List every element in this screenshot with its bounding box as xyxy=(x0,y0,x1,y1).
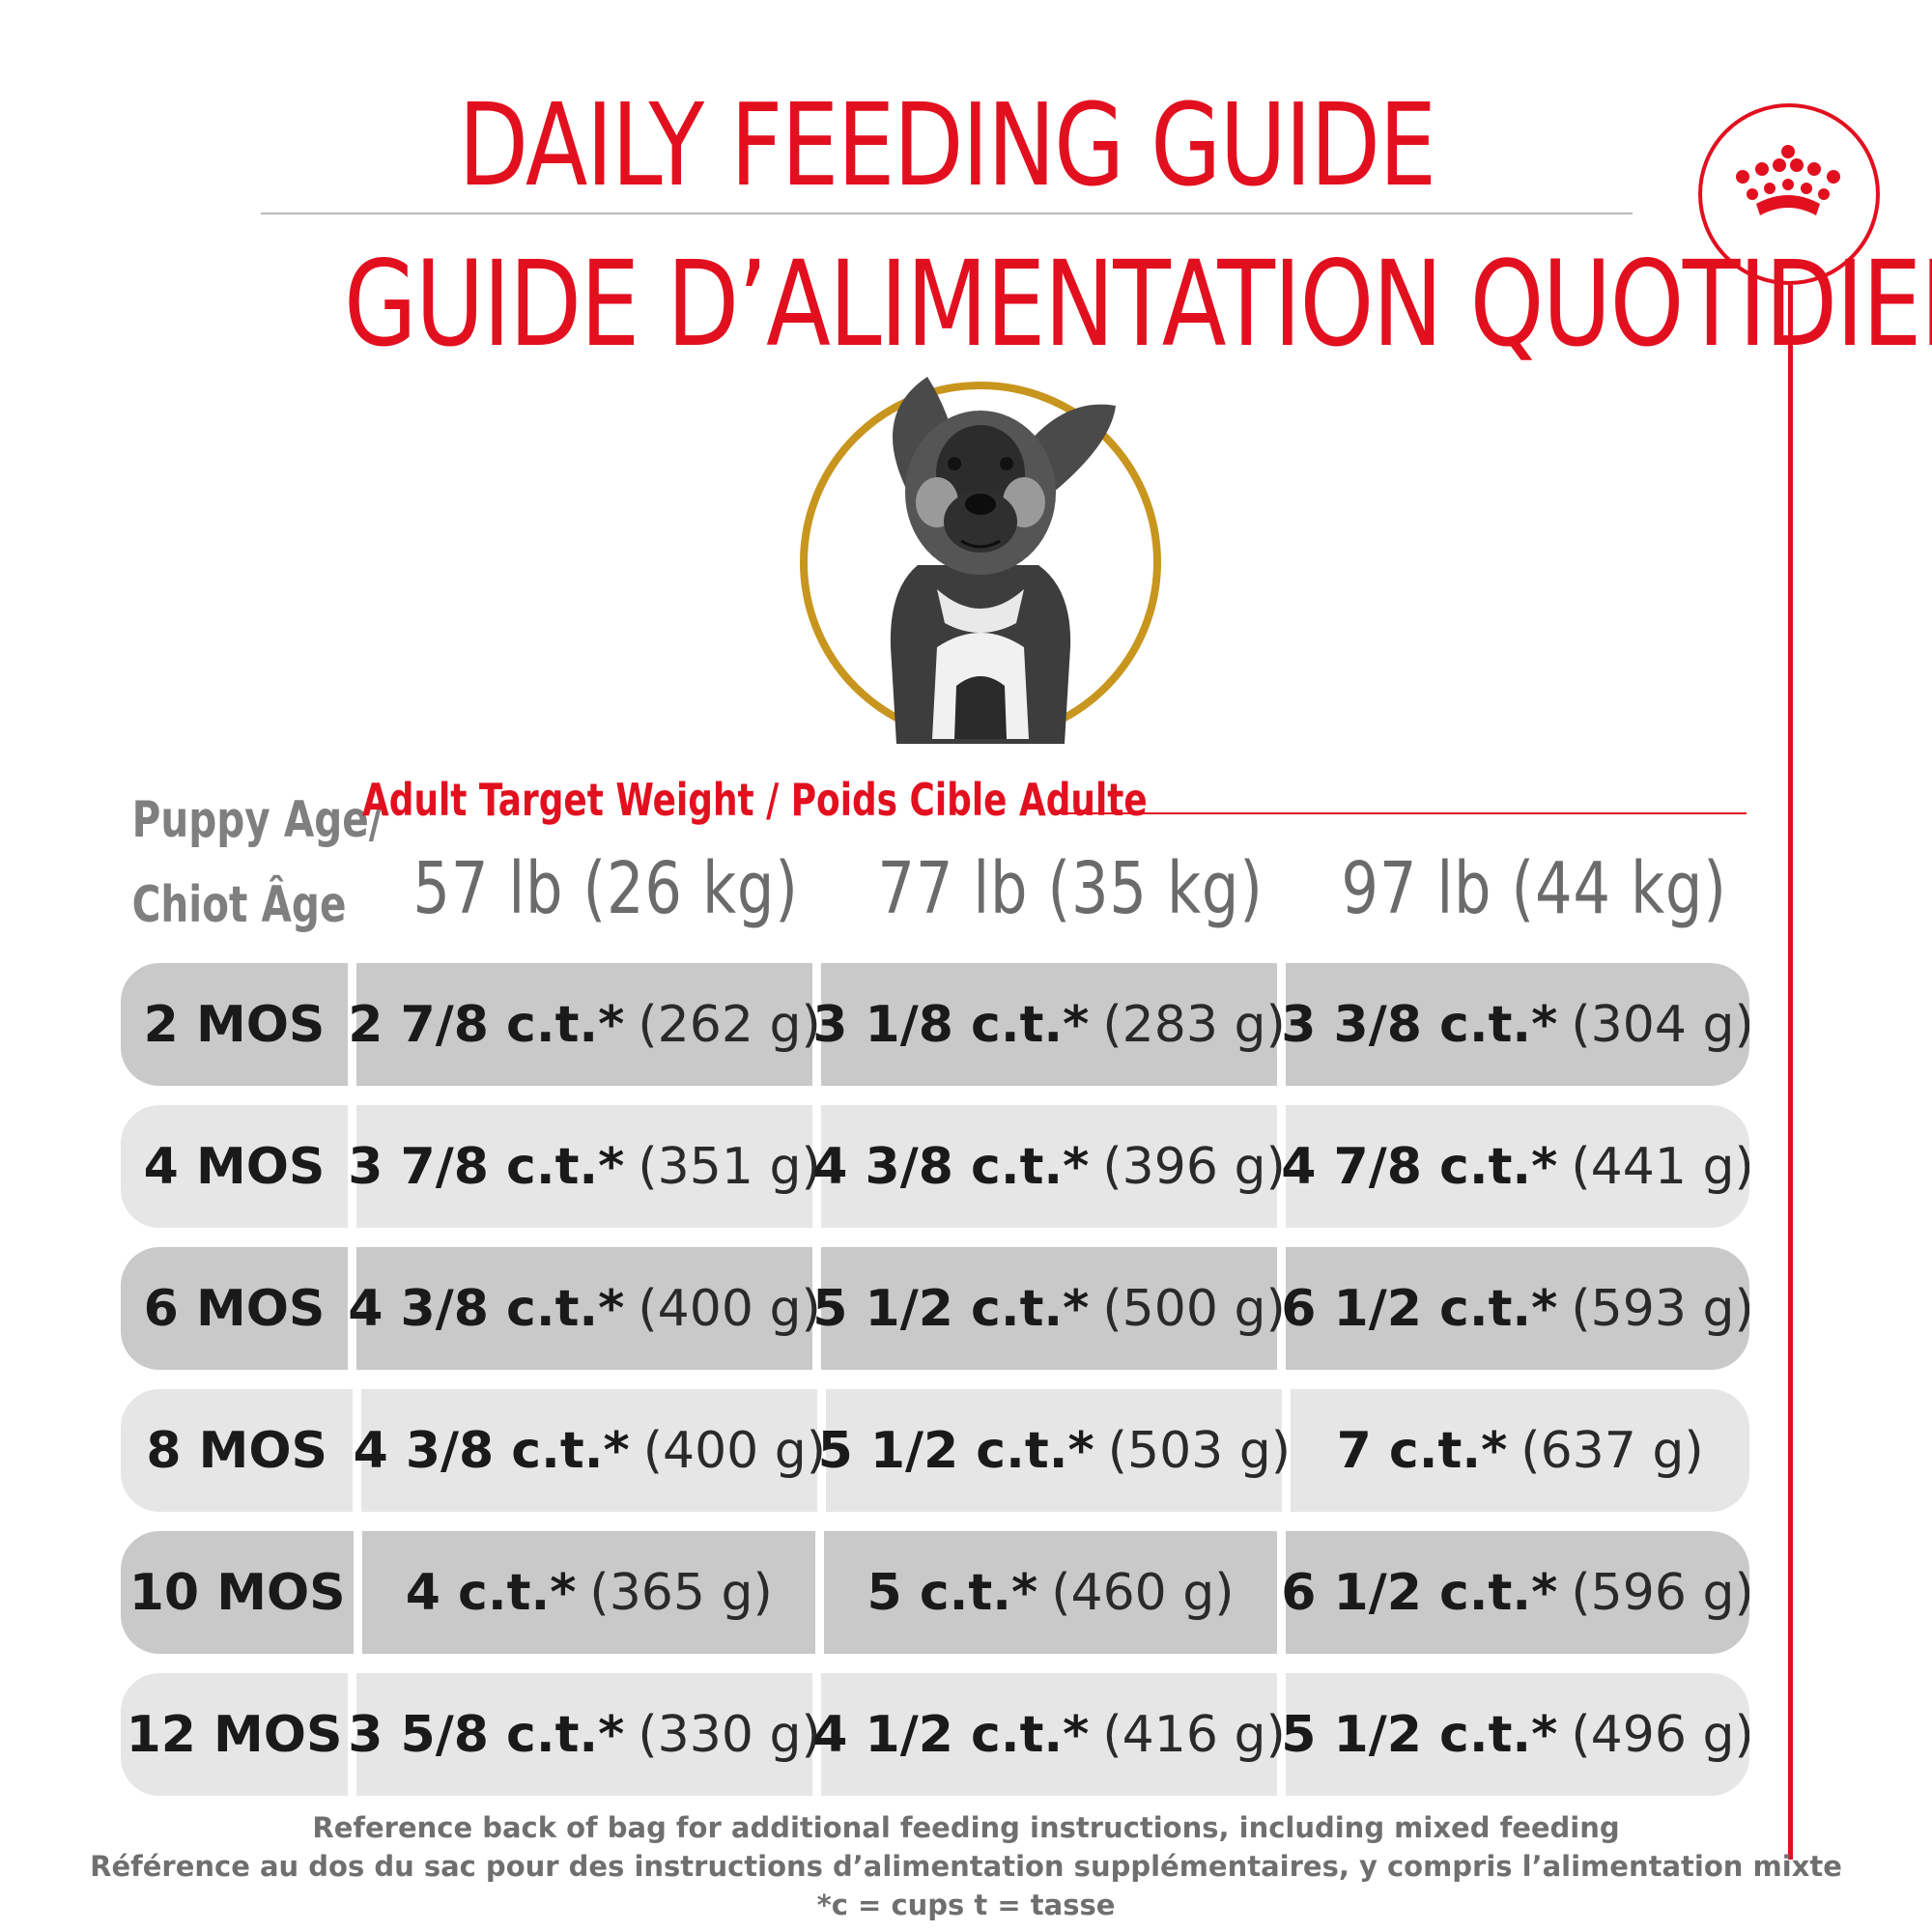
gram-amount: (351 g) xyxy=(638,1137,821,1196)
gram-amount: (500 g) xyxy=(1102,1279,1286,1338)
table-row: 8 MOS 4 3/8 c.t.* (400 g) 5 1/2 c.t.* (503… xyxy=(121,1389,1749,1512)
target-weight-header: Adult Target Weight / Poids Cible Adulte xyxy=(362,774,1148,826)
amount-cell: 5 1/2 c.t.* (496 g) xyxy=(1281,1673,1749,1796)
table-row: 6 MOS 4 3/8 c.t.* (400 g) 5 1/2 c.t.* (500… xyxy=(121,1247,1749,1370)
table-row: 10 MOS 4 c.t.* (365 g) 5 c.t.* (460 g) 6 1… xyxy=(121,1531,1749,1654)
amount-cell: 5 1/2 c.t.* (500 g) xyxy=(812,1247,1286,1370)
cup-amount: 2 7/8 c.t.* xyxy=(348,995,625,1054)
gram-amount: (304 g) xyxy=(1571,995,1749,1054)
amount-cell: 3 3/8 c.t.* (304 g) xyxy=(1281,963,1749,1086)
age-cell: 2 MOS xyxy=(121,963,348,1086)
target-weight-rule xyxy=(1051,812,1747,814)
weight-header-97lb: 97 lb (44 kg) xyxy=(1341,847,1727,930)
gram-amount: (441 g) xyxy=(1571,1137,1749,1196)
amount-cell: 4 3/8 c.t.* (400 g) xyxy=(348,1247,821,1370)
cup-amount: 3 3/8 c.t.* xyxy=(1281,995,1558,1054)
age-cell: 8 MOS xyxy=(121,1389,354,1512)
gram-amount: (262 g) xyxy=(638,995,821,1054)
amount-cell: 4 c.t.* (365 g) xyxy=(362,1531,816,1654)
footer-unit-legend: *c = cups t = tasse xyxy=(816,1889,1116,1921)
gram-amount: (637 g) xyxy=(1520,1421,1704,1480)
cup-amount: 5 c.t.* xyxy=(867,1563,1038,1622)
weight-header-57lb: 57 lb (26 kg) xyxy=(412,847,799,930)
age-column-header: Puppy Age/ Chiot Âge xyxy=(131,778,384,948)
royal-crown-icon xyxy=(1698,103,1880,285)
gram-amount: (400 g) xyxy=(638,1279,821,1338)
footer-note-english: Reference back of bag for additional fee… xyxy=(312,1811,1620,1844)
cup-amount: 5 1/2 c.t.* xyxy=(812,1279,1090,1338)
amount-cell: 3 5/8 c.t.* (330 g) xyxy=(348,1673,821,1796)
gram-amount: (416 g) xyxy=(1102,1705,1286,1764)
cup-amount: 4 3/8 c.t.* xyxy=(353,1421,630,1480)
gram-amount: (503 g) xyxy=(1107,1421,1292,1480)
age-cell: 4 MOS xyxy=(121,1105,348,1228)
brand-vertical-line xyxy=(1788,285,1793,1860)
gram-amount: (596 g) xyxy=(1571,1563,1749,1622)
gram-amount: (496 g) xyxy=(1571,1705,1749,1764)
age-cell: 6 MOS xyxy=(121,1247,348,1370)
gram-amount: (400 g) xyxy=(642,1421,827,1480)
amount-cell: 5 1/2 c.t.* (503 g) xyxy=(818,1389,1291,1512)
age-cell: 12 MOS xyxy=(121,1673,348,1796)
amount-cell: 4 3/8 c.t.* (400 g) xyxy=(354,1389,826,1512)
cup-amount: 3 5/8 c.t.* xyxy=(348,1705,625,1764)
cup-amount: 3 1/8 c.t.* xyxy=(812,995,1090,1054)
amount-cell: 4 3/8 c.t.* (396 g) xyxy=(812,1105,1286,1228)
footer-note-french: Référence au dos du sac pour des instruc… xyxy=(90,1850,1842,1883)
amount-cell: 7 c.t.* (637 g) xyxy=(1291,1389,1749,1512)
cup-amount: 4 c.t.* xyxy=(405,1563,577,1622)
table-row: 12 MOS 3 5/8 c.t.* (330 g) 4 1/2 c.t.* (41… xyxy=(121,1673,1749,1796)
table-row: 2 MOS 2 7/8 c.t.* (262 g) 3 1/8 c.t.* (283… xyxy=(121,963,1749,1086)
gram-amount: (396 g) xyxy=(1102,1137,1286,1196)
amount-cell: 2 7/8 c.t.* (262 g) xyxy=(348,963,821,1086)
gram-amount: (283 g) xyxy=(1102,995,1286,1054)
cup-amount: 4 3/8 c.t.* xyxy=(812,1137,1090,1196)
title-divider xyxy=(261,213,1633,214)
age-header-line2: Chiot Âge xyxy=(131,876,347,934)
cup-amount: 5 1/2 c.t.* xyxy=(1281,1705,1558,1764)
footer-notes: Reference back of bag for additional fee… xyxy=(0,1808,1932,1924)
title-english: DAILY FEEDING GUIDE xyxy=(458,78,1436,212)
amount-cell: 5 c.t.* (460 g) xyxy=(824,1531,1277,1654)
amount-cell: 4 1/2 c.t.* (416 g) xyxy=(812,1673,1286,1796)
age-header-line1: Puppy Age/ xyxy=(131,791,384,849)
gram-amount: (330 g) xyxy=(638,1705,821,1764)
cup-amount: 4 7/8 c.t.* xyxy=(1281,1137,1558,1196)
puppy-photo xyxy=(792,357,1169,753)
age-cell: 10 MOS xyxy=(121,1531,355,1654)
cup-amount: 5 1/2 c.t.* xyxy=(817,1421,1094,1480)
cup-amount: 4 1/2 c.t.* xyxy=(812,1705,1090,1764)
table-row: 4 MOS 3 7/8 c.t.* (351 g) 4 3/8 c.t.* (396… xyxy=(121,1105,1749,1228)
amount-cell: 6 1/2 c.t.* (593 g) xyxy=(1281,1247,1749,1370)
gram-amount: (593 g) xyxy=(1571,1279,1749,1338)
cup-amount: 7 c.t.* xyxy=(1336,1421,1508,1480)
cup-amount: 3 7/8 c.t.* xyxy=(348,1137,625,1196)
cup-amount: 4 3/8 c.t.* xyxy=(348,1279,625,1338)
title-french: GUIDE D’ALIMENTATION QUOTIDIEN xyxy=(344,236,1932,373)
gram-amount: (460 g) xyxy=(1051,1563,1235,1622)
amount-cell: 6 1/2 c.t.* (596 g) xyxy=(1281,1531,1749,1654)
cup-amount: 6 1/2 c.t.* xyxy=(1281,1563,1558,1622)
weight-header-77lb: 77 lb (35 kg) xyxy=(877,847,1264,930)
gram-amount: (365 g) xyxy=(589,1563,773,1622)
amount-cell: 3 1/8 c.t.* (283 g) xyxy=(812,963,1286,1086)
amount-cell: 3 7/8 c.t.* (351 g) xyxy=(348,1105,821,1228)
cup-amount: 6 1/2 c.t.* xyxy=(1281,1279,1558,1338)
feeding-table: 2 MOS 2 7/8 c.t.* (262 g) 3 1/8 c.t.* (283… xyxy=(121,963,1749,1815)
amount-cell: 4 7/8 c.t.* (441 g) xyxy=(1281,1105,1749,1228)
